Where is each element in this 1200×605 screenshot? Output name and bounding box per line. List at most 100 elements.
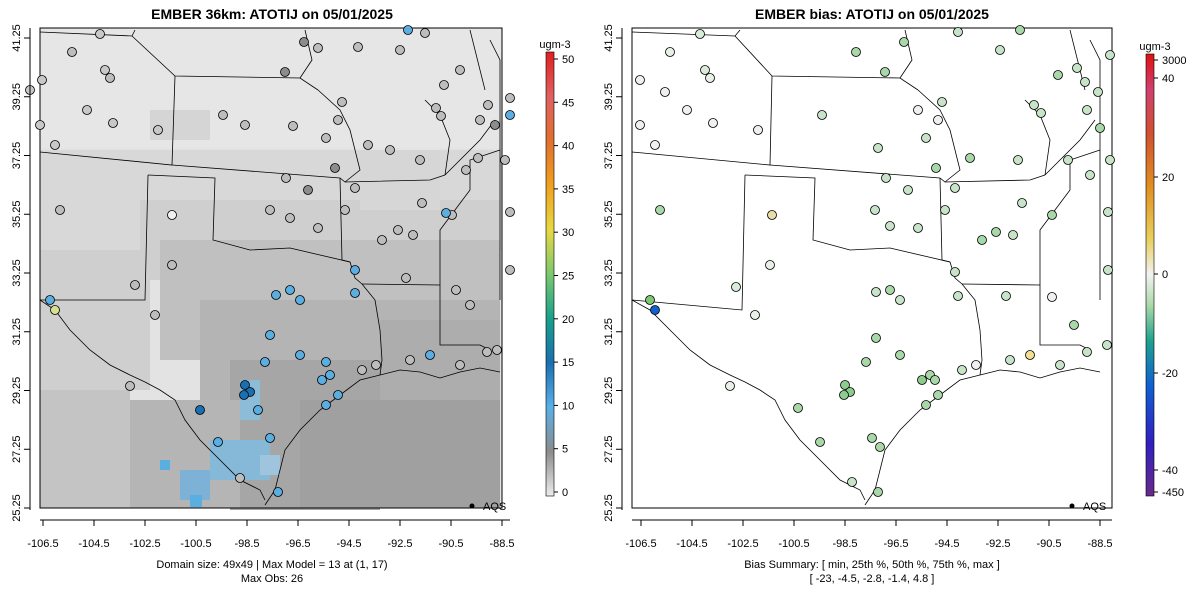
x-tick-label: -98.5 <box>832 538 857 550</box>
aqs-site-marker <box>705 73 715 83</box>
x-tick-label: -88.5 <box>489 538 514 550</box>
right-y-ticks: 41.25 39.25 37.25 35.25 33.25 31.25 29.25 27.25… <box>603 24 622 522</box>
colorbar-tick-label: 45 <box>562 97 574 109</box>
aqs-site-marker <box>650 140 660 150</box>
aqs-site-marker <box>1082 347 1092 357</box>
aqs-site-marker <box>655 205 665 215</box>
left-aqs-sites <box>25 25 515 497</box>
aqs-site-marker <box>1085 170 1095 180</box>
aqs-site-marker <box>875 442 885 452</box>
aqs-site-marker <box>1036 108 1046 118</box>
aqs-site-marker <box>350 183 360 193</box>
aqs-site-marker <box>505 93 515 103</box>
aqs-site-marker <box>505 265 515 275</box>
left-colorbar <box>545 51 555 497</box>
aqs-site-marker <box>439 80 449 90</box>
aqs-site-marker <box>953 291 963 301</box>
aqs-site-marker <box>1047 210 1057 220</box>
x-tick-label: -104.5 <box>78 538 109 550</box>
x-tick-label: -106.5 <box>27 538 58 550</box>
right-panel-title: EMBER bias: ATOTIJ on 05/01/2025 <box>755 6 989 22</box>
aqs-site-marker <box>357 365 367 375</box>
x-tick-label: -90.5 <box>1036 538 1061 550</box>
colorbar-tick-label: 35 <box>562 184 574 196</box>
aqs-site-marker <box>505 207 515 217</box>
y-tick-label: 41.25 <box>603 24 615 52</box>
aqs-site-marker <box>417 198 427 208</box>
colorbar-tick-label: -40 <box>1162 465 1178 477</box>
aqs-site-marker <box>403 25 413 35</box>
aqs-site-marker <box>483 100 493 110</box>
y-tick-label: 39.25 <box>11 83 23 111</box>
aqs-site-marker <box>1017 198 1027 208</box>
aqs-site-marker <box>957 365 967 375</box>
aqs-site-marker <box>350 288 360 298</box>
y-tick-label: 33.25 <box>603 259 615 287</box>
aqs-site-marker <box>408 230 418 240</box>
x-tick-label: -88.5 <box>1087 538 1112 550</box>
aqs-site-marker <box>851 47 861 57</box>
x-tick-label: -104.5 <box>676 538 707 550</box>
aqs-site-marker <box>1103 207 1113 217</box>
aqs-site-marker <box>321 133 331 143</box>
aqs-site-marker <box>295 350 305 360</box>
aqs-site-marker <box>167 260 177 270</box>
aqs-site-marker <box>95 29 105 39</box>
aqs-site-marker <box>731 282 741 292</box>
aqs-site-marker <box>995 45 1005 55</box>
aqs-site-marker <box>401 273 411 283</box>
aqs-site-marker <box>455 360 465 370</box>
aqs-site-marker <box>385 145 395 155</box>
aqs-site-marker <box>325 370 335 380</box>
aqs-site-marker <box>350 265 360 275</box>
colorbar-tick-label: 10 <box>562 400 574 412</box>
aqs-site-marker <box>885 221 895 231</box>
aqs-site-marker <box>873 143 883 153</box>
x-tick-label: -94.5 <box>934 538 959 550</box>
x-tick-label: -100.5 <box>180 538 211 550</box>
aqs-site-marker <box>1082 105 1092 115</box>
aqs-legend-label: AQS <box>1083 501 1106 513</box>
colorbar-tick-label: 20 <box>562 314 574 326</box>
aqs-site-marker <box>793 403 803 413</box>
aqs-site-marker <box>405 355 415 365</box>
aqs-site-marker <box>288 121 298 131</box>
aqs-site-marker <box>1069 320 1079 330</box>
x-tick-label: -106.5 <box>625 538 656 550</box>
aqs-site-marker <box>218 110 228 120</box>
aqs-site-marker <box>899 37 909 47</box>
aqs-site-marker <box>340 205 350 215</box>
aqs-site-marker <box>1015 25 1025 35</box>
aqs-site-marker <box>1063 155 1073 165</box>
colorbar-tick-label: 15 <box>562 357 574 369</box>
aqs-site-marker <box>921 133 931 143</box>
aqs-site-marker <box>873 487 883 497</box>
aqs-site-marker <box>393 225 403 235</box>
aqs-site-marker <box>635 75 645 85</box>
aqs-site-marker <box>490 120 500 130</box>
aqs-site-marker <box>240 380 250 390</box>
aqs-site-marker <box>333 115 343 125</box>
aqs-site-marker <box>253 405 263 415</box>
left-model-grid <box>40 28 502 510</box>
x-tick-label: -98.5 <box>234 538 259 550</box>
colorbar-tick-label: -450 <box>1162 487 1184 499</box>
aqs-site-marker <box>436 111 446 121</box>
aqs-site-marker <box>753 125 763 135</box>
aqs-site-marker <box>295 295 305 305</box>
aqs-site-marker <box>441 208 451 218</box>
aqs-site-marker <box>195 405 205 415</box>
y-tick-label: 35.25 <box>603 200 615 228</box>
aqs-site-marker <box>1105 50 1115 60</box>
aqs-site-marker <box>455 65 465 75</box>
aqs-site-marker <box>285 285 295 295</box>
aqs-site-marker <box>82 105 92 115</box>
y-tick-label: 31.25 <box>11 318 23 346</box>
aqs-site-marker <box>815 437 825 447</box>
aqs-site-marker <box>240 120 250 130</box>
aqs-site-marker <box>265 205 275 215</box>
left-map-panel: EMBER 36km: ATOTIJ on 05/01/2025 <box>11 6 574 585</box>
y-tick-label: 25.25 <box>603 494 615 522</box>
aqs-site-marker <box>475 115 485 125</box>
right-aqs-sites <box>635 25 1115 497</box>
